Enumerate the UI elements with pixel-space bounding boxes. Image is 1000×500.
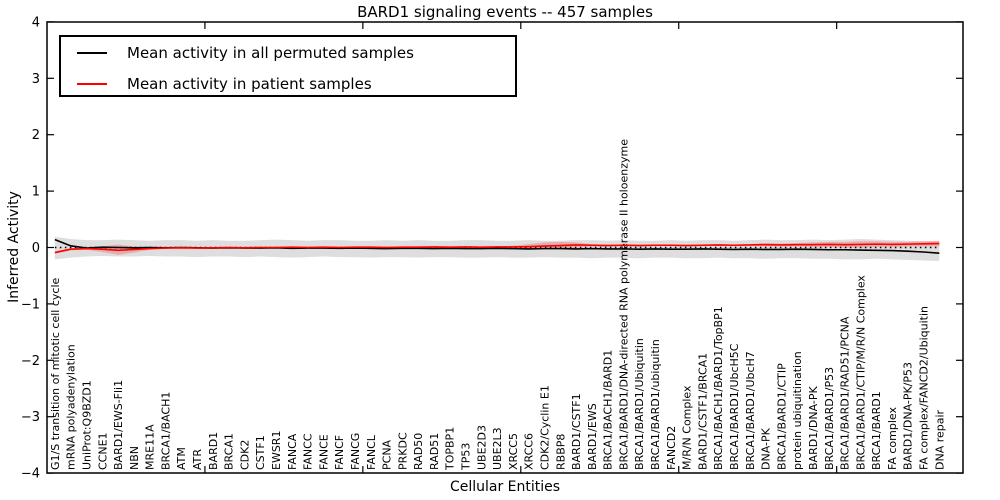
permuted-line-swatch [77, 51, 107, 54]
y-tick-label: −4 [21, 467, 40, 482]
x-tick-label: PRKDC [396, 432, 409, 470]
x-tick-label: BRCA1/BARD1/UbcH5C [728, 343, 741, 470]
x-tick-label: BARD1/CSTF1 [570, 393, 583, 470]
x-tick-label: protein ubiquitination [791, 351, 804, 470]
legend-label-permuted: Mean activity in all permuted samples [127, 43, 414, 62]
x-tick-label: BRCA1/BARD1/UbcH7 [744, 351, 757, 470]
x-tick-label: BARD1 [207, 432, 220, 470]
x-tick-label: mRNA polyadenylation [65, 344, 78, 470]
x-tick-label: TP53 [460, 443, 473, 471]
y-tick-label: −1 [21, 297, 40, 312]
x-tick-label: BRCA1/BACH1 [159, 392, 172, 470]
x-tick-label: FANCG [349, 433, 362, 470]
y-tick-label: −3 [21, 410, 40, 425]
x-tick-label: MRE11A [144, 424, 157, 470]
x-tick-label: BARD1/CSTF1/BRCA1 [696, 353, 709, 470]
x-tick-label: CDK2 [238, 440, 251, 470]
x-tick-label: FANCA [286, 433, 299, 470]
chart-title: BARD1 signaling events -- 457 samples [357, 3, 653, 21]
x-tick-label: CCNE1 [96, 432, 109, 470]
x-tick-label: DNA-PK [760, 427, 773, 470]
x-tick-label: FANCF [333, 435, 346, 470]
y-tick-label: 4 [32, 15, 40, 30]
x-tick-label: RBBP8 [554, 434, 567, 470]
x-tick-label: TOPBP1 [444, 427, 457, 471]
patient-line-swatch [77, 82, 107, 85]
legend-item-permuted: Mean activity in all permuted samples [61, 37, 515, 68]
x-tick-label: CSTF1 [254, 435, 267, 470]
x-tick-label: BRCA1/BACH1/BARD1 [602, 350, 615, 470]
x-tick-label: G1/S transition of mitotic cell cycle [49, 277, 62, 470]
x-tick-label: CDK2/Cyclin E1 [538, 385, 551, 470]
x-tick-label: NBN [128, 446, 141, 470]
x-tick-label: BRCA1/BARD1/RAD51/PCNA [839, 316, 852, 470]
x-tick-label: M/R/N Complex [681, 385, 694, 470]
x-tick-label: FANCE [317, 434, 330, 470]
x-tick-label: UBE2L3 [491, 427, 504, 470]
patient-mean-line [54, 242, 940, 254]
x-tick-label: FANCC [302, 433, 315, 470]
x-tick-label: BRCA1/BARD1/ubiquitin [649, 339, 662, 470]
legend-label-patient: Mean activity in patient samples [127, 74, 372, 93]
y-tick-label: 2 [32, 128, 40, 143]
x-tick-label: FANCD2 [665, 426, 678, 470]
x-tick-label: BRCA1/BARD1/CTIP/M/R/N Complex [854, 275, 867, 470]
x-tick-label: BRCA1/BARD1/DNA-directed RNA polymerase … [617, 139, 630, 470]
x-tick-label: EWSR1 [270, 431, 283, 470]
x-tick-label: BRCA1 [223, 433, 236, 470]
x-tick-label: BRCA1/BARD1 [870, 391, 883, 470]
x-tick-label: RAD50 [412, 433, 425, 470]
x-tick-label: BRCA1/BACH1/BARD1/TopBP1 [712, 306, 725, 470]
x-tick-label: BARD1/DNA-PK [807, 386, 820, 470]
x-axis-label: Cellular Entities [449, 479, 561, 495]
x-tick-label: PCNA [381, 439, 394, 470]
y-tick-label: 1 [32, 185, 40, 200]
y-tick-label: 3 [32, 72, 40, 87]
x-tick-label: BARD1/EWS-Fli1 [112, 380, 125, 470]
y-tick-label: 0 [32, 241, 40, 256]
x-tick-label: BARD1/DNA-PK/P53 [902, 362, 915, 470]
x-tick-label: FANCL [365, 434, 378, 470]
legend-item-patient: Mean activity in patient samples [61, 68, 515, 99]
x-tick-label: FA complex/FANCD2/Ubiquitin [918, 306, 931, 470]
x-tick-label: ATM [175, 447, 188, 470]
legend: Mean activity in all permuted samples Me… [59, 35, 517, 97]
x-tick-label: UniProt:Q9BZD1 [80, 380, 93, 470]
y-tick-label: −2 [21, 354, 40, 369]
x-tick-label: BRCA1/BARD1/CTIP [775, 363, 788, 470]
x-tick-label: BRCA1/BARD1/P53 [823, 367, 836, 470]
x-tick-label: RAD51 [428, 433, 441, 470]
x-tick-label: ATR [191, 449, 204, 470]
x-tick-label: XRCC6 [523, 433, 536, 470]
x-tick-label: XRCC5 [507, 433, 520, 470]
x-tick-label: BRCA1/BARD1/Ubiquitin [633, 338, 646, 470]
x-tick-label: BARD1/EWS [586, 403, 599, 470]
x-tick-label: UBE2D3 [475, 425, 488, 470]
x-tick-label: DNA repair [933, 409, 946, 470]
x-tick-label: FA complex [886, 407, 899, 470]
